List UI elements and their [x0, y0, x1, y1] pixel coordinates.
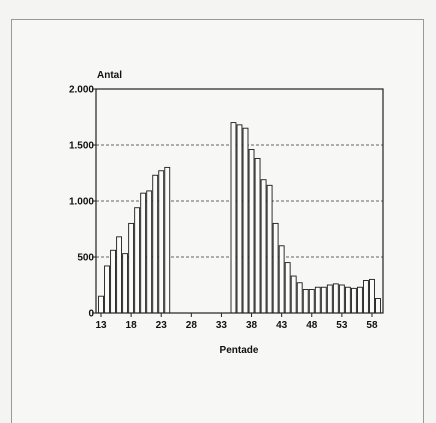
x-tick-label: 38 — [246, 320, 258, 331]
bar — [302, 289, 309, 314]
x-tick-label: 23 — [156, 320, 168, 331]
bar — [128, 222, 135, 314]
x-tick-label: 28 — [186, 320, 198, 331]
bar — [98, 295, 104, 314]
x-tick-label: 58 — [366, 320, 378, 331]
bar — [363, 280, 369, 314]
bar — [344, 286, 351, 314]
x-tick-label: 53 — [336, 320, 348, 331]
bars — [98, 122, 381, 314]
bar — [350, 287, 357, 314]
bar — [164, 166, 171, 314]
y-tick-label: 500 — [77, 253, 94, 264]
bar — [357, 286, 363, 314]
page-frame — [11, 19, 424, 423]
y-tick-label: 1.500 — [69, 141, 94, 152]
bar — [320, 286, 327, 314]
bar — [140, 192, 147, 314]
bar — [116, 236, 122, 314]
bar — [230, 122, 237, 314]
x-axis: 13 18 23 28 33 38 43 48 53 58 — [95, 313, 378, 331]
bar — [236, 124, 243, 314]
bar — [248, 149, 255, 314]
y-axis: 0 500 1.000 1.500 2.000 — [69, 85, 96, 320]
bar — [146, 190, 153, 314]
y-tick-label: 0 — [88, 309, 94, 320]
bar — [122, 253, 129, 314]
bar — [338, 284, 345, 314]
bar — [375, 297, 381, 314]
y-tick-label: 1.000 — [69, 197, 94, 208]
bar — [272, 222, 279, 314]
bar — [284, 262, 291, 314]
bar — [254, 157, 261, 314]
x-tick-label: 18 — [126, 320, 138, 331]
bar — [369, 278, 375, 314]
x-tick-label: 33 — [216, 320, 228, 331]
bar — [296, 282, 303, 314]
bar — [104, 265, 110, 314]
bar — [134, 207, 141, 314]
y-tick-label: 2.000 — [69, 85, 94, 96]
x-tick-label: 13 — [95, 320, 107, 331]
bar — [266, 184, 273, 314]
x-axis-label: Pentade — [220, 345, 259, 356]
bar — [242, 127, 249, 314]
bar — [260, 179, 267, 314]
bar — [158, 170, 165, 314]
bar — [290, 275, 297, 314]
x-tick-label: 48 — [306, 320, 318, 331]
bar — [110, 249, 116, 314]
bar — [314, 286, 321, 314]
bar — [326, 284, 333, 314]
y-axis-label: Antal — [97, 70, 122, 81]
bar — [152, 174, 159, 314]
x-tick-label: 43 — [276, 320, 288, 331]
bar — [332, 283, 339, 314]
bar — [278, 245, 285, 314]
bar — [308, 289, 315, 314]
